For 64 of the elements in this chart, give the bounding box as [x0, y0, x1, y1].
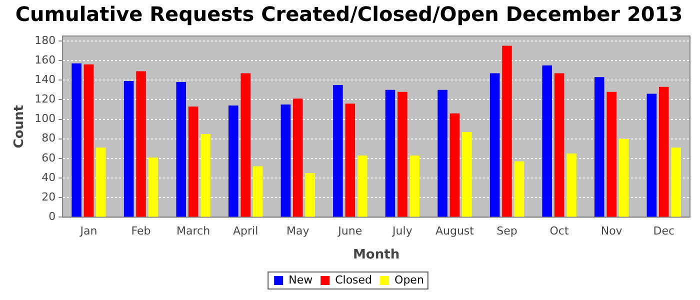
legend-label: Open [394, 273, 424, 286]
x-tick-label: July [392, 224, 413, 238]
bar [646, 94, 657, 217]
bar [554, 73, 564, 217]
bar [252, 166, 263, 217]
y-tick-label: 20 [42, 190, 56, 204]
bar [618, 138, 629, 217]
bar [671, 148, 681, 217]
y-tick-label: 140 [34, 72, 56, 86]
bar [566, 154, 576, 217]
bar [333, 84, 343, 217]
x-tick-label: Feb [131, 224, 151, 238]
bar [398, 92, 408, 217]
y-tick-label: 40 [42, 170, 56, 184]
bar [72, 63, 82, 217]
bar [200, 134, 210, 217]
x-tick-label: Sep [496, 224, 518, 238]
bar [450, 113, 460, 217]
legend-label: Closed [335, 273, 372, 286]
bar [594, 77, 604, 217]
bar [124, 81, 134, 217]
x-axis-title: Month [353, 248, 400, 263]
legend-label: New [288, 273, 313, 286]
bar [84, 64, 94, 217]
x-tick-label: August [435, 224, 475, 238]
bar [438, 90, 448, 217]
y-tick-label: 100 [34, 112, 56, 126]
y-tick-label: 0 [48, 210, 56, 224]
bar [96, 148, 106, 217]
x-tick-label: May [286, 224, 310, 238]
bar [292, 98, 303, 217]
bar [228, 106, 238, 217]
y-tick-label: 80 [42, 132, 56, 145]
bar [385, 90, 396, 217]
bar [606, 92, 616, 217]
bar [136, 71, 146, 217]
x-tick-label: Jan [79, 224, 98, 238]
x-tick-label: Dec [653, 224, 675, 238]
y-tick-label: 180 [34, 34, 56, 47]
bar [514, 161, 524, 217]
bar [410, 155, 420, 217]
bar [490, 73, 500, 217]
y-tick-label: 160 [34, 53, 56, 66]
bar [188, 106, 198, 217]
bar [502, 46, 512, 217]
y-tick-label: 60 [42, 151, 56, 164]
bar [305, 173, 315, 217]
x-tick-label: June [337, 224, 362, 238]
bar [345, 104, 356, 217]
bar [658, 86, 669, 217]
x-tick-label: Nov [600, 224, 623, 238]
bar [462, 132, 472, 217]
y-axis-title: Count [12, 105, 28, 148]
x-tick-label: March [176, 224, 210, 238]
bar [176, 82, 186, 217]
bar [240, 73, 250, 217]
chart-title: Cumulative Requests Created/Closed/Open December 2013 [15, 2, 683, 26]
y-tick-label: 120 [34, 92, 56, 106]
bar [280, 104, 291, 217]
x-tick-label: Oct [550, 224, 570, 238]
x-tick-label: April [233, 224, 258, 238]
bar [357, 155, 368, 217]
bar [148, 157, 158, 217]
bar [542, 65, 552, 217]
